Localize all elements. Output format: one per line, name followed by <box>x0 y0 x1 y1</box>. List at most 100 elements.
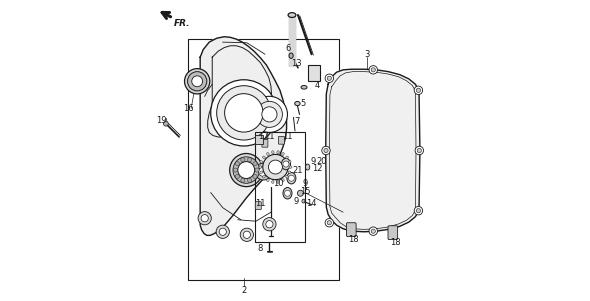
Polygon shape <box>289 17 296 66</box>
FancyBboxPatch shape <box>262 139 268 147</box>
Circle shape <box>188 72 207 91</box>
Circle shape <box>371 68 375 72</box>
Circle shape <box>262 107 277 122</box>
Text: 2: 2 <box>241 286 247 295</box>
Circle shape <box>266 221 273 228</box>
Circle shape <box>233 168 238 172</box>
Circle shape <box>325 219 333 227</box>
Polygon shape <box>200 37 287 235</box>
Circle shape <box>417 88 421 92</box>
Circle shape <box>283 161 289 167</box>
Circle shape <box>327 76 332 80</box>
Bar <box>188 39 339 280</box>
Ellipse shape <box>288 161 291 163</box>
Text: 9: 9 <box>310 157 316 166</box>
Circle shape <box>414 86 422 95</box>
Ellipse shape <box>302 199 305 203</box>
FancyBboxPatch shape <box>346 223 356 237</box>
Circle shape <box>324 148 328 153</box>
Ellipse shape <box>289 166 292 168</box>
Ellipse shape <box>288 171 291 173</box>
Ellipse shape <box>281 179 284 182</box>
Text: 8: 8 <box>258 244 263 253</box>
Text: 10: 10 <box>273 179 284 188</box>
FancyBboxPatch shape <box>388 226 398 240</box>
Bar <box>255 132 305 242</box>
Circle shape <box>185 69 210 94</box>
Circle shape <box>241 178 245 182</box>
FancyBboxPatch shape <box>278 136 284 144</box>
Text: 17: 17 <box>258 132 268 141</box>
Text: 3: 3 <box>365 50 370 59</box>
Circle shape <box>369 66 378 74</box>
Ellipse shape <box>260 171 263 173</box>
Circle shape <box>243 231 250 238</box>
Text: 11: 11 <box>282 132 293 141</box>
Circle shape <box>297 190 303 196</box>
FancyBboxPatch shape <box>255 202 261 209</box>
Circle shape <box>211 80 277 146</box>
Circle shape <box>235 174 240 178</box>
Circle shape <box>247 178 252 182</box>
Text: 11: 11 <box>264 132 275 141</box>
Circle shape <box>219 228 227 235</box>
Text: 14: 14 <box>306 199 317 208</box>
Circle shape <box>230 154 263 187</box>
Circle shape <box>371 229 375 233</box>
Text: 9: 9 <box>303 179 308 188</box>
Ellipse shape <box>294 101 300 106</box>
Circle shape <box>322 146 330 155</box>
Ellipse shape <box>259 166 262 168</box>
Text: 18: 18 <box>348 235 359 244</box>
Circle shape <box>369 227 378 235</box>
Circle shape <box>216 225 230 238</box>
Text: 11: 11 <box>255 199 266 208</box>
Circle shape <box>241 158 245 162</box>
Ellipse shape <box>277 180 279 183</box>
Circle shape <box>201 215 208 222</box>
Circle shape <box>198 212 211 225</box>
Ellipse shape <box>260 161 263 163</box>
Text: 13: 13 <box>291 59 302 68</box>
Circle shape <box>417 148 421 153</box>
Polygon shape <box>326 69 420 232</box>
Circle shape <box>240 228 254 241</box>
Circle shape <box>255 163 272 180</box>
Ellipse shape <box>288 13 296 17</box>
Ellipse shape <box>281 153 284 155</box>
Bar <box>308 65 320 81</box>
Ellipse shape <box>281 158 290 170</box>
Circle shape <box>235 162 240 166</box>
Ellipse shape <box>271 180 274 183</box>
Circle shape <box>247 158 252 162</box>
Circle shape <box>217 86 271 140</box>
Text: 4: 4 <box>315 81 320 90</box>
Ellipse shape <box>289 53 293 58</box>
Ellipse shape <box>286 175 289 178</box>
Circle shape <box>233 157 260 183</box>
Ellipse shape <box>277 151 279 154</box>
Ellipse shape <box>263 175 266 178</box>
Text: 20: 20 <box>317 157 327 166</box>
Text: 21: 21 <box>293 166 303 175</box>
Circle shape <box>257 101 283 127</box>
Text: 9: 9 <box>294 197 299 206</box>
Circle shape <box>415 146 424 155</box>
Ellipse shape <box>271 151 274 154</box>
Circle shape <box>238 162 255 178</box>
Ellipse shape <box>287 172 296 184</box>
Text: FR.: FR. <box>174 19 191 28</box>
Text: 12: 12 <box>312 164 323 173</box>
Ellipse shape <box>283 188 292 199</box>
Text: 18: 18 <box>391 238 401 247</box>
Ellipse shape <box>267 153 269 155</box>
Circle shape <box>225 94 263 132</box>
Circle shape <box>263 154 288 180</box>
Circle shape <box>253 162 257 166</box>
Circle shape <box>251 96 287 132</box>
Circle shape <box>327 221 332 225</box>
Ellipse shape <box>263 156 266 159</box>
Text: 6: 6 <box>286 44 291 53</box>
Text: 19: 19 <box>156 116 166 125</box>
Circle shape <box>258 167 268 176</box>
